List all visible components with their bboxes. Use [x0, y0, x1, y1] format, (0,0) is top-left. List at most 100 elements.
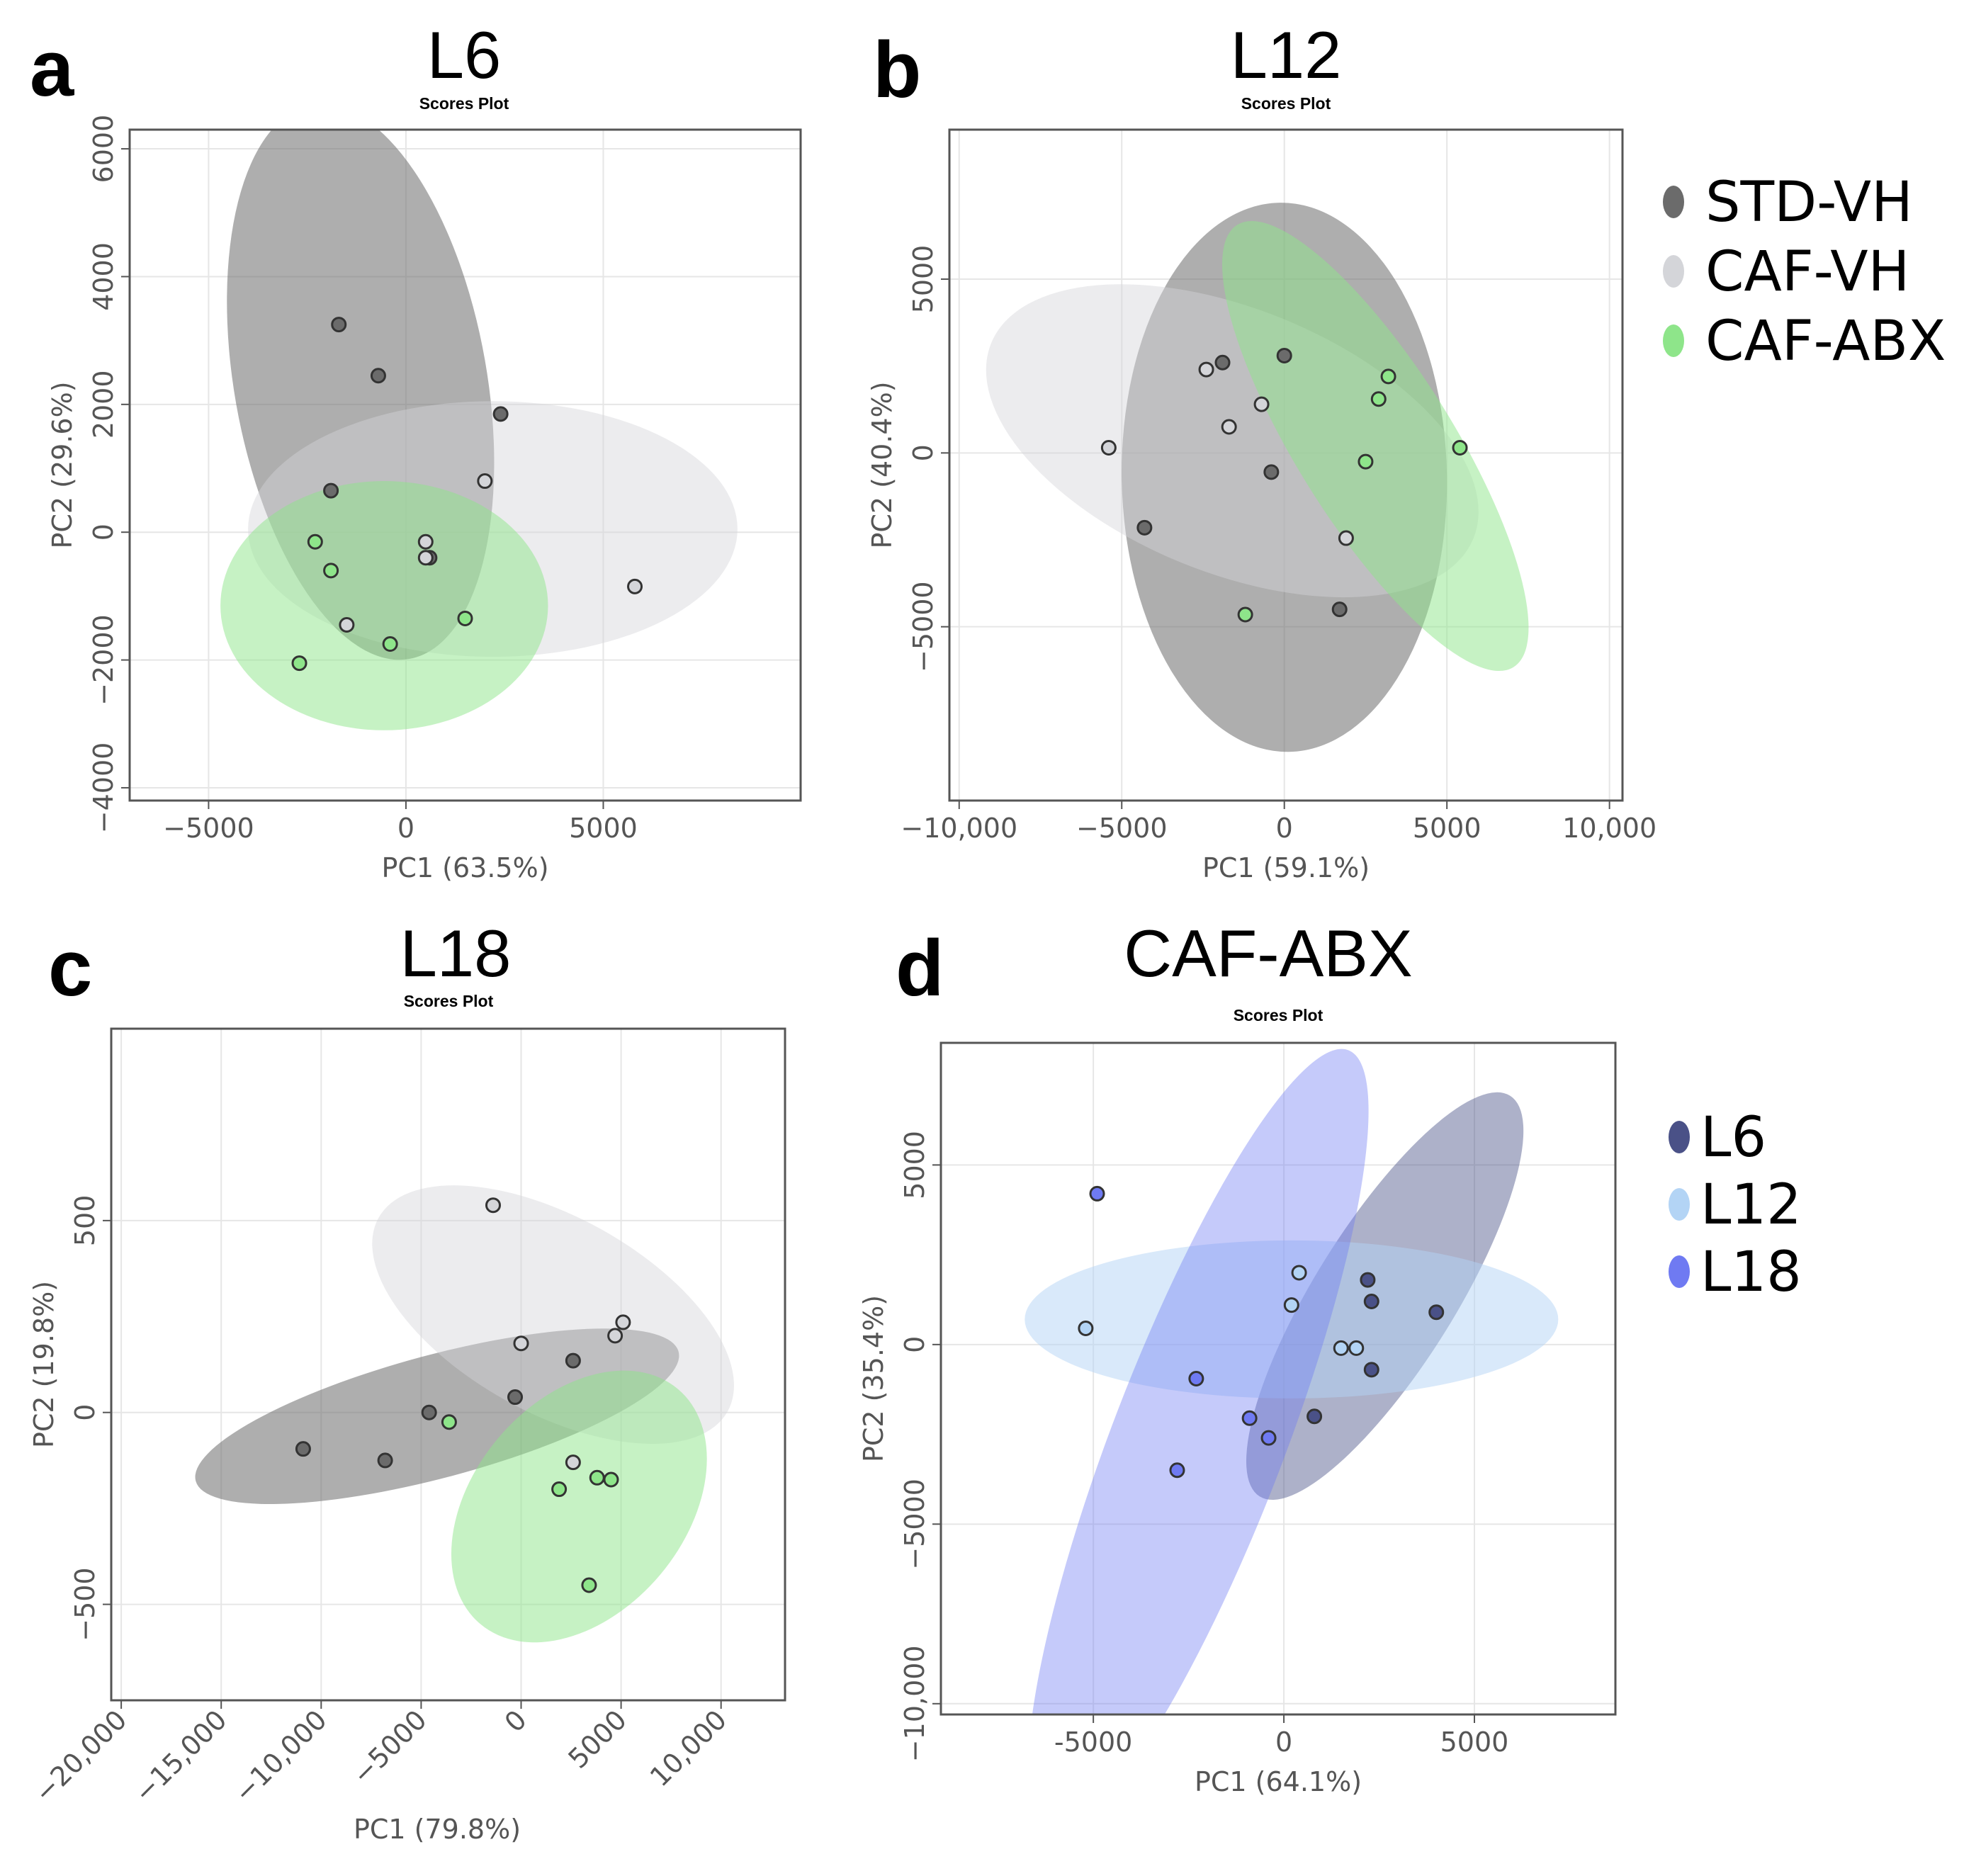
y-tick-label: 6000: [88, 115, 119, 183]
plot-frame: [948, 128, 1624, 802]
data-point-l18: [1089, 1185, 1105, 1202]
y-tick-label: 5000: [908, 245, 939, 314]
chart-subtitle: Scores Plot: [1241, 94, 1331, 113]
ellipse-layer: [195, 1185, 734, 1643]
plot-frame: [939, 1041, 1617, 1716]
legend-marker: [1663, 255, 1684, 288]
data-point-std-vh: [565, 1352, 581, 1369]
data-point-caf-vh: [417, 533, 434, 550]
confidence-ellipse-std-vh: [195, 1328, 679, 1505]
x-tick-label: 10,000: [1562, 813, 1657, 844]
data-point-l6: [1428, 1304, 1445, 1321]
data-point-caf-abx: [551, 1481, 568, 1498]
data-point-caf-abx: [1452, 439, 1468, 456]
ellipse-layer: [1025, 1049, 1559, 1714]
panel-letter: c: [48, 924, 92, 1012]
legend-marker: [1669, 1121, 1690, 1153]
data-point-caf-vh: [1338, 530, 1354, 546]
data-point-caf-vh: [607, 1328, 623, 1344]
data-point-caf-abx: [603, 1471, 619, 1488]
data-point-caf-vh: [477, 473, 493, 490]
y-axis-label: PC2 (29.6%): [47, 381, 78, 548]
plot-frame: [128, 128, 802, 802]
y-tick-label: 500: [69, 1195, 101, 1247]
data-point-std-vh: [421, 1404, 437, 1420]
data-point-std-vh: [1263, 464, 1280, 480]
legend-label: CAF-ABX: [1705, 310, 1946, 373]
panel-letter: b: [873, 26, 921, 114]
data-point-caf-abx: [589, 1469, 605, 1486]
x-tick-label: -5000: [1054, 1727, 1132, 1758]
data-point-caf-vh: [1253, 396, 1270, 412]
data-point-caf-abx: [581, 1577, 597, 1593]
x-tick-label: 0: [1276, 813, 1293, 844]
data-point-std-vh: [1214, 354, 1231, 371]
data-point-caf-vh: [485, 1197, 501, 1214]
legend-label: L18: [1700, 1241, 1802, 1304]
data-point-l12: [1333, 1340, 1349, 1356]
y-tick-label: 2000: [88, 370, 119, 439]
x-axis-label: PC1 (59.1%): [1202, 852, 1370, 883]
data-point-std-vh: [377, 1452, 393, 1469]
data-point-l12: [1078, 1321, 1094, 1337]
data-point-l18: [1241, 1410, 1258, 1426]
x-tick-label: −5000: [1076, 813, 1168, 844]
data-point-std-vh: [295, 1441, 311, 1457]
chart-subtitle: Scores Plot: [404, 992, 494, 1010]
legend-marker: [1669, 1188, 1690, 1221]
data-point-caf-vh: [513, 1335, 529, 1352]
data-point-std-vh: [492, 406, 509, 422]
legend-marker: [1663, 324, 1684, 357]
y-tick-label: −500: [69, 1567, 101, 1641]
data-point-caf-abx: [1380, 368, 1396, 385]
data-point-l18: [1169, 1462, 1185, 1479]
x-axis-label: PC1 (63.5%): [381, 852, 548, 883]
x-tick-label: 0: [397, 813, 414, 844]
data-point-std-vh: [331, 317, 347, 333]
data-point-std-vh: [507, 1389, 524, 1406]
confidence-ellipse-l12: [1025, 1240, 1559, 1398]
x-tick-label: 5000: [1440, 1727, 1509, 1758]
x-tick-label: −5000: [346, 1704, 433, 1790]
data-point-caf-abx: [382, 636, 398, 652]
panel-d: d CAF-ABX Scores Plot -5000 0 5000 −10,000 −500…: [858, 916, 1617, 1797]
y-tick-label: −2000: [88, 614, 119, 706]
data-point-std-vh: [1136, 519, 1153, 536]
x-tick-label: 5000: [1413, 813, 1481, 844]
data-point-l12: [1291, 1265, 1307, 1281]
y-tick-label: 4000: [88, 242, 119, 311]
x-tick-label: 0: [499, 1704, 533, 1738]
x-tick-label: −10,000: [901, 813, 1017, 844]
y-tick-label: −4000: [88, 742, 119, 834]
legend-label: CAF-VH: [1705, 240, 1909, 304]
data-point-caf-vh: [1100, 439, 1117, 456]
confidence-ellipse-caf-abx: [451, 1370, 707, 1643]
legend-label: L6: [1700, 1106, 1766, 1170]
data-point-caf-abx: [441, 1414, 457, 1430]
data-point-caf-vh: [1221, 419, 1237, 435]
legend-marker: [1669, 1255, 1690, 1288]
data-point-l6: [1306, 1408, 1323, 1425]
data-point-caf-vh: [417, 550, 434, 566]
y-axis-label: PC2 (19.8%): [28, 1281, 60, 1448]
legend-label: STD-VH: [1705, 171, 1913, 234]
data-point-l6: [1360, 1272, 1376, 1288]
confidence-ellipse-caf-abx: [220, 481, 548, 730]
x-tick-label: −10,000: [228, 1704, 333, 1809]
chart-subtitle: Scores Plot: [419, 94, 509, 113]
confidence-ellipse-l18: [1027, 1049, 1369, 1714]
data-point-std-vh: [370, 368, 386, 384]
x-tick-label: −5000: [163, 813, 254, 844]
y-tick-label: 0: [88, 524, 119, 541]
data-point-caf-vh: [627, 578, 643, 594]
chart-title: CAF-ABX: [1124, 916, 1412, 990]
x-tick-label: 0: [1275, 1727, 1292, 1758]
legend-marker: [1663, 186, 1684, 218]
data-point-l18: [1188, 1371, 1204, 1386]
data-point-caf-abx: [1237, 606, 1253, 623]
x-tick-label: 5000: [569, 813, 638, 844]
data-point-l6: [1363, 1294, 1379, 1310]
plot-frame: [110, 1027, 786, 1702]
